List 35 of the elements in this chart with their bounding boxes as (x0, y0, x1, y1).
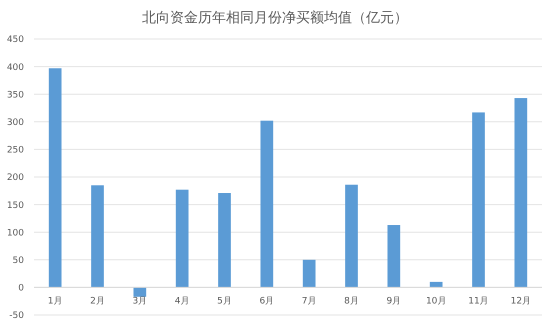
chart-title: 北向资金历年相同月份净买额均值（亿元） (142, 10, 408, 26)
y-tick-label: 250 (6, 146, 24, 156)
bar (218, 193, 231, 288)
bar (176, 190, 189, 288)
bar (514, 98, 528, 288)
bar (133, 287, 146, 297)
x-tick-label: 3月 (132, 296, 148, 306)
bar (260, 120, 274, 288)
bar (48, 68, 62, 288)
x-tick-label: 10月 (426, 296, 446, 306)
x-tick-label: 11月 (468, 296, 489, 306)
x-tick-label: 12月 (510, 296, 532, 306)
x-tick-label: 4月 (174, 296, 190, 306)
y-tick-label: 0 (18, 284, 24, 294)
x-tick-label: 5月 (217, 296, 232, 306)
bar (302, 260, 316, 288)
x-tick-label: 8月 (344, 296, 359, 306)
bar (472, 112, 485, 288)
y-tick-label: 200 (6, 173, 24, 184)
x-tick-label: 2月 (90, 296, 105, 306)
bar (345, 184, 358, 288)
x-tick-label: 6月 (259, 296, 274, 306)
y-tick-label: 400 (6, 62, 24, 73)
x-tick-label: 1月 (48, 296, 63, 306)
y-tick-label: 450 (6, 35, 24, 46)
y-tick-label: 350 (6, 90, 24, 100)
bar (91, 185, 104, 288)
y-tick-label: 50 (12, 256, 24, 266)
y-tick-label: -50 (9, 311, 24, 322)
y-tick-label: 100 (6, 228, 24, 238)
x-tick-label: 9月 (386, 296, 402, 306)
x-tick-label: 7月 (302, 296, 317, 306)
bar (387, 225, 400, 288)
y-tick-label: 150 (6, 200, 24, 211)
y-tick-label: 300 (6, 118, 24, 128)
